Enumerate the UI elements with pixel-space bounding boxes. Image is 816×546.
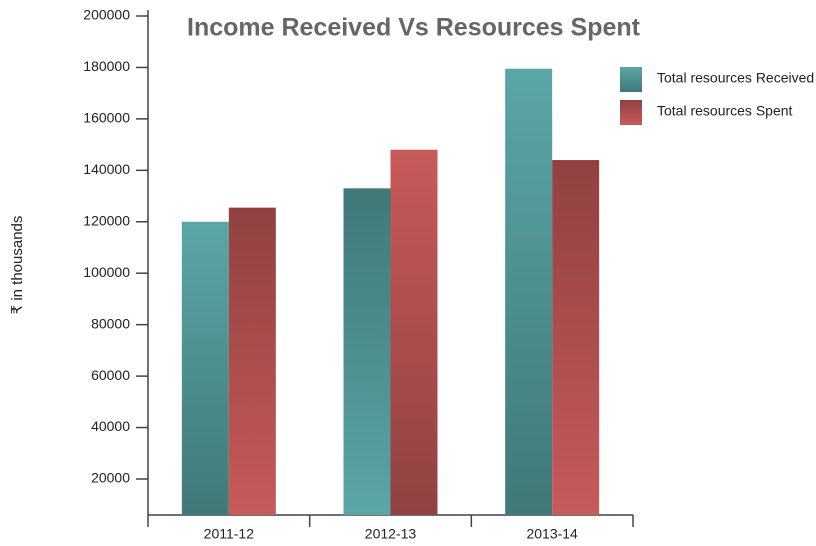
y-axis-label: ₹ in thousands	[9, 216, 26, 315]
chart-title: Income Received Vs Resources Spent	[187, 14, 641, 42]
y-tick-label: 140000	[83, 161, 130, 177]
y-tick-label: 60000	[91, 367, 130, 383]
y-tick-label: 100000	[83, 264, 130, 280]
legend-swatch	[620, 67, 642, 92]
legend-swatch	[620, 100, 642, 125]
y-tick-label: 160000	[83, 110, 130, 126]
bar	[505, 68, 553, 516]
y-tick-label: 20000	[91, 470, 130, 486]
x-tick-label: 2011-12	[204, 526, 255, 542]
x-tick-label: 2013-14	[526, 526, 578, 542]
y-tick-label: 120000	[83, 212, 130, 228]
bar	[228, 207, 276, 515]
y-tick-label: 40000	[91, 418, 130, 434]
y-tick-label: 180000	[83, 58, 130, 74]
bar	[181, 221, 229, 515]
x-tick-label: 2012-13	[365, 526, 417, 542]
y-tick-label: 80000	[91, 315, 130, 331]
bar	[552, 160, 600, 515]
legend-label: Total resources Spent	[657, 103, 793, 119]
y-tick-label: 200000	[83, 7, 130, 23]
legend-label: Total resources Received	[657, 70, 814, 86]
bar	[390, 149, 438, 516]
bar	[343, 188, 391, 515]
